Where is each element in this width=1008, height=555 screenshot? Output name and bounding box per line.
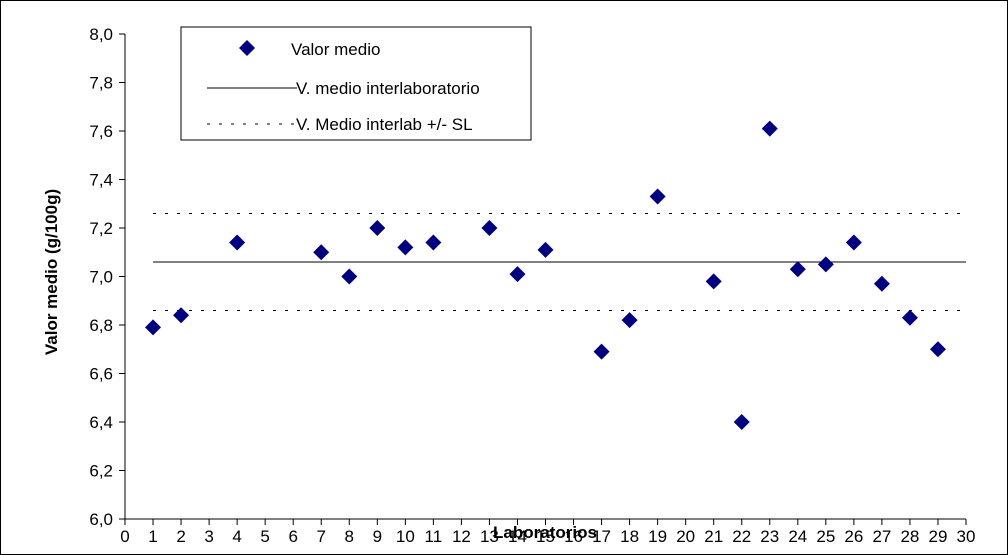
data-point-lab-9: [369, 220, 386, 236]
data-point-lab-1: [145, 319, 162, 336]
data-point-lab-18: [621, 312, 638, 329]
data-point-lab-24: [789, 261, 806, 278]
x-tick-label: 25: [816, 527, 835, 546]
y-tick-label: 6,0: [89, 510, 113, 529]
x-tick-label: 15: [536, 527, 555, 546]
y-tick-label: 7,4: [89, 171, 113, 190]
x-tick-label: 2: [176, 527, 185, 546]
x-tick-label: 26: [844, 527, 863, 546]
x-axis-ticks: 0 1 2 3 4 5 6 7 8 9 10 11 12 13 14 15 16 17 18 19 20 21 22 23 24…: [120, 519, 975, 546]
y-tick-label: 7,6: [89, 122, 113, 141]
x-tick-label: 19: [648, 527, 667, 546]
data-point-lab-25: [817, 256, 834, 273]
x-tick-label: 27: [872, 527, 891, 546]
x-tick-label: 3: [204, 527, 213, 546]
x-tick-label: 4: [232, 527, 241, 546]
x-tick-label: 13: [480, 527, 499, 546]
y-tick-label: 6,4: [89, 413, 113, 432]
data-point-lab-29: [929, 341, 946, 358]
data-point-lab-23: [761, 120, 778, 137]
x-tick-label: 7: [316, 527, 325, 546]
x-tick-label: 17: [592, 527, 611, 546]
x-tick-label: 9: [373, 527, 382, 546]
legend-marker-valor-medio: [239, 40, 255, 56]
data-points: [145, 120, 946, 430]
data-point-lab-11: [425, 234, 442, 251]
x-tick-label: 28: [900, 527, 919, 546]
data-point-lab-4: [229, 234, 246, 251]
x-tick-label: 30: [957, 527, 976, 546]
x-tick-label: 18: [620, 527, 639, 546]
data-point-lab-28: [901, 309, 918, 326]
legend-box: [180, 26, 532, 141]
x-tick-label: 0: [120, 527, 129, 546]
legend-label-sl: V. Medio interlab +/- SL: [296, 115, 473, 134]
y-tick-label: 6,8: [89, 316, 113, 335]
y-axis-ticks: 6,0 6,2 6,4 6,6 6,8 7,0 7,2 7,4 7,6 7,8 8,0: [89, 25, 125, 529]
x-tick-label: 29: [929, 527, 948, 546]
y-tick-label: 6,2: [89, 462, 113, 481]
x-tick-label: 14: [508, 527, 527, 546]
data-point-lab-26: [845, 234, 862, 251]
x-tick-label: 21: [704, 527, 723, 546]
y-tick-label: 7,0: [89, 268, 113, 287]
data-point-lab-8: [341, 268, 358, 285]
x-axis-title: Laboratorios: [493, 523, 597, 542]
x-tick-label: 6: [288, 527, 297, 546]
x-tick-label: 1: [148, 527, 157, 546]
data-point-lab-21: [705, 273, 722, 290]
x-tick-label: 22: [732, 527, 751, 546]
data-point-lab-22: [733, 414, 750, 430]
x-tick-label: 5: [260, 527, 269, 546]
legend-label-interlab: V. medio interlaboratorio: [296, 79, 480, 98]
y-tick-label: 7,2: [89, 219, 113, 238]
x-tick-label: 23: [760, 527, 779, 546]
x-tick-label: 11: [425, 527, 443, 546]
data-point-lab-15: [537, 241, 554, 258]
y-axis-title: Valor medio (g/100g): [42, 189, 61, 355]
x-tick-label: 8: [345, 527, 354, 546]
x-tick-label: 24: [788, 527, 807, 546]
x-tick-label: 16: [564, 527, 583, 546]
y-tick-label: 7,8: [89, 74, 113, 93]
y-tick-label: 6,6: [89, 365, 113, 384]
y-tick-label: 8,0: [89, 25, 113, 44]
data-point-lab-10: [397, 239, 414, 256]
data-point-lab-17: [593, 343, 610, 360]
legend-label-valor-medio: Valor medio: [291, 40, 380, 59]
data-point-lab-14: [509, 266, 526, 283]
legend: Valor medio V. medio interlaboratorio V.…: [180, 26, 532, 141]
x-tick-label: 12: [452, 527, 471, 546]
x-tick-label: 20: [676, 527, 695, 546]
data-point-lab-13: [481, 220, 498, 236]
data-point-lab-2: [173, 307, 190, 324]
data-point-lab-19: [649, 188, 666, 205]
data-point-lab-27: [873, 275, 890, 292]
x-tick-label: 10: [396, 527, 415, 546]
data-point-lab-7: [313, 244, 330, 261]
